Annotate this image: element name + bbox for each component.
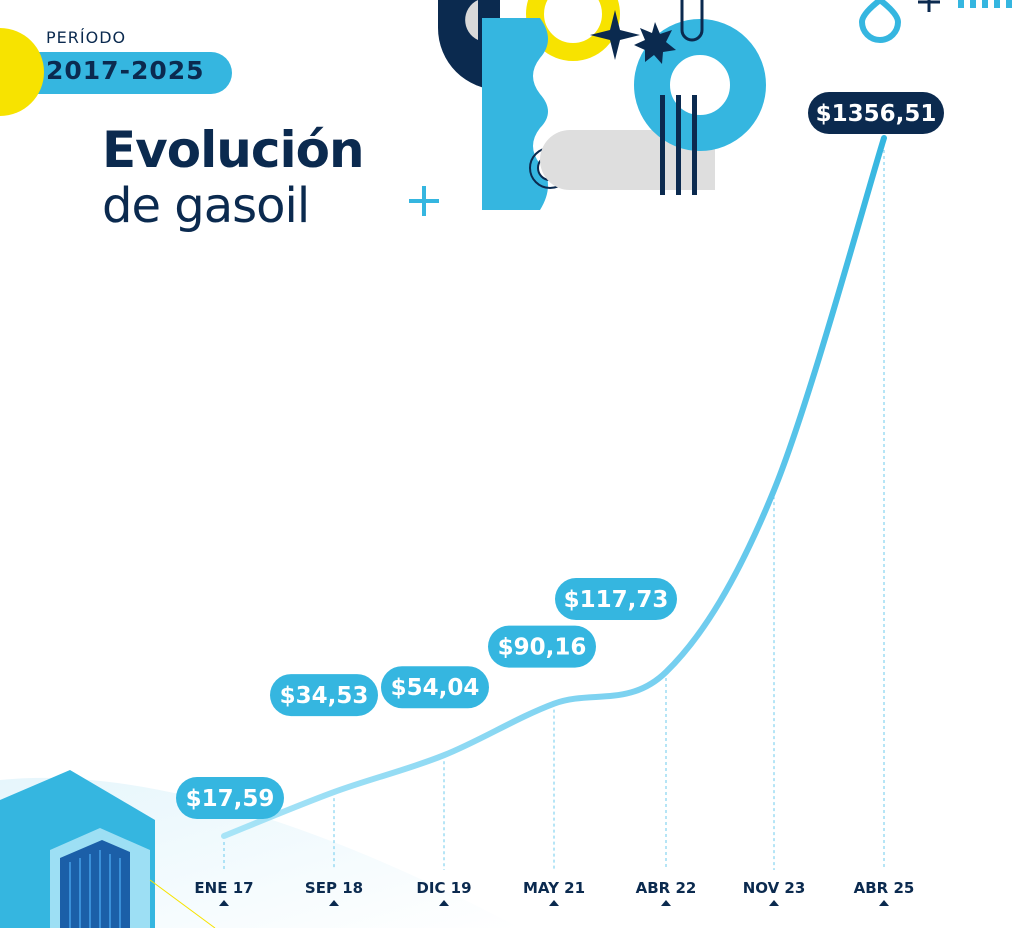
page-title: Evolución de gasoil [102, 121, 365, 234]
deco-star-icon [634, 22, 676, 64]
x-tick-marker [329, 900, 339, 906]
title-line-1: Evolución [102, 121, 365, 179]
data-label: $90,16 [498, 635, 587, 661]
x-tick-label: ABR 22 [636, 879, 697, 897]
x-tick-label: DIC 19 [416, 879, 471, 897]
x-tick-marker [549, 900, 559, 906]
data-label: $54,04 [391, 675, 480, 701]
x-tick-label: SEP 18 [305, 879, 363, 897]
series-line [221, 135, 887, 839]
x-tick-marker [769, 900, 779, 906]
data-label-pill [176, 777, 284, 819]
deco-blue-wave [482, 18, 548, 210]
data-label-pill [488, 625, 596, 668]
x-tick-label: NOV 23 [743, 879, 806, 897]
title-line-2: de gasoil [102, 178, 310, 234]
x-tick-marker [219, 900, 229, 906]
data-label-pill [270, 674, 378, 717]
deco-yellow-circle [0, 28, 44, 116]
data-label: $117,73 [564, 587, 669, 613]
data-label-pill [381, 666, 489, 709]
period-value: 2017-2025 [46, 56, 205, 85]
x-tick-marker [439, 900, 449, 906]
data-label: $1356,51 [816, 101, 937, 127]
deco-shapes-cluster [409, 0, 1012, 216]
x-tick-label: ABR 25 [854, 879, 915, 897]
x-tick-label: ENE 17 [194, 879, 253, 897]
deco-building [0, 770, 520, 928]
data-label: $17,59 [186, 786, 275, 812]
line-chart: ENE 17 SEP 18 DIC 19 MAY 21 ABR 22 NOV 23 ABR … [176, 92, 944, 906]
deco-yellow-ring [526, 0, 620, 61]
x-tick-label: MAY 21 [523, 879, 585, 897]
period-label: PERÍODO [46, 28, 127, 47]
deco-drop-icon [858, 0, 902, 43]
x-tick-marker [879, 900, 889, 906]
data-label: $34,53 [280, 683, 369, 709]
data-label-pill [555, 578, 677, 621]
deco-sparkle-icon [590, 10, 640, 60]
data-label-pill [808, 92, 944, 134]
x-tick-marker [661, 900, 671, 906]
